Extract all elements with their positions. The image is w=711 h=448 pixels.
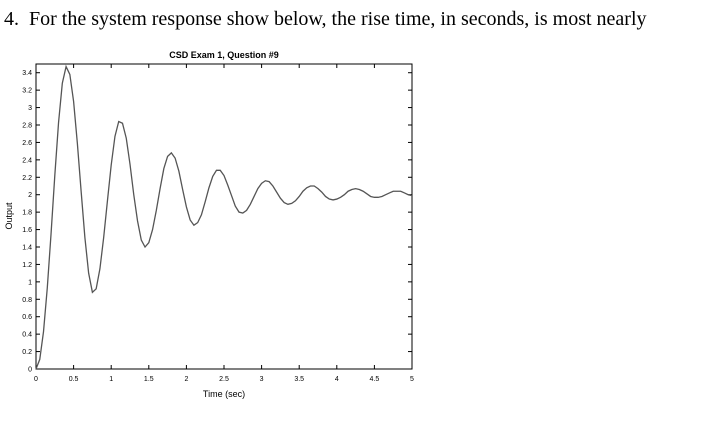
x-tick-label: 1.5 [144,376,154,383]
x-tick-label: 3.5 [294,376,304,383]
x-tick-label: 5 [410,376,414,383]
y-tick-label: 0.2 [22,349,32,356]
y-tick-label: 2 [28,192,32,199]
question-prompt: For the system response show below, the … [29,8,647,30]
y-tick-label: 1.2 [22,262,32,269]
y-tick-label: 1.6 [22,227,32,234]
x-tick-label: 3 [260,376,264,383]
y-tick-label: 1.8 [22,210,32,217]
question-text: 4. For the system response show below, th… [4,8,647,31]
y-tick-label: 2.8 [22,123,32,130]
y-tick-label: 0 [28,367,32,374]
x-tick-label: 0 [34,376,38,383]
x-tick-label: 0.5 [69,376,79,383]
response-line [35,64,413,370]
y-axis: 0 0.2 0.4 0.6 0.8 1 1.2 1.4 1.6 1.8 2 2.2 2.4 2.6 2.8 3… [22,70,412,374]
y-tick-label: 3.4 [22,70,32,77]
x-tick-label: 2.5 [219,376,229,383]
y-tick-label: 2.4 [22,157,32,164]
y-tick-label: 3.2 [22,88,32,95]
y-tick-label: 0.8 [22,297,32,304]
y-tick-label: 0.4 [22,332,32,339]
y-tick-label: 1.4 [22,245,32,252]
question-number: 4. [4,8,19,30]
x-axis: 0 0.5 1 1.5 2 2.5 3 3.5 4 4.5 5 [34,64,414,383]
y-tick-label: 3 [28,105,32,112]
x-axis-label: Time (sec) [203,389,245,399]
chart-title: CSD Exam 1, Question #9 [169,50,279,60]
plot-frame [35,63,413,370]
x-tick-label: 1 [109,376,113,383]
x-tick-label: 4.5 [370,376,380,383]
x-tick-label: 4 [335,376,339,383]
y-tick-label: 2.2 [22,175,32,182]
y-tick-label: 2.6 [22,140,32,147]
x-tick-label: 2 [184,376,188,383]
y-axis-label: Output [4,202,14,230]
y-tick-label: 0.6 [22,314,32,321]
y-tick-label: 1 [28,279,32,286]
